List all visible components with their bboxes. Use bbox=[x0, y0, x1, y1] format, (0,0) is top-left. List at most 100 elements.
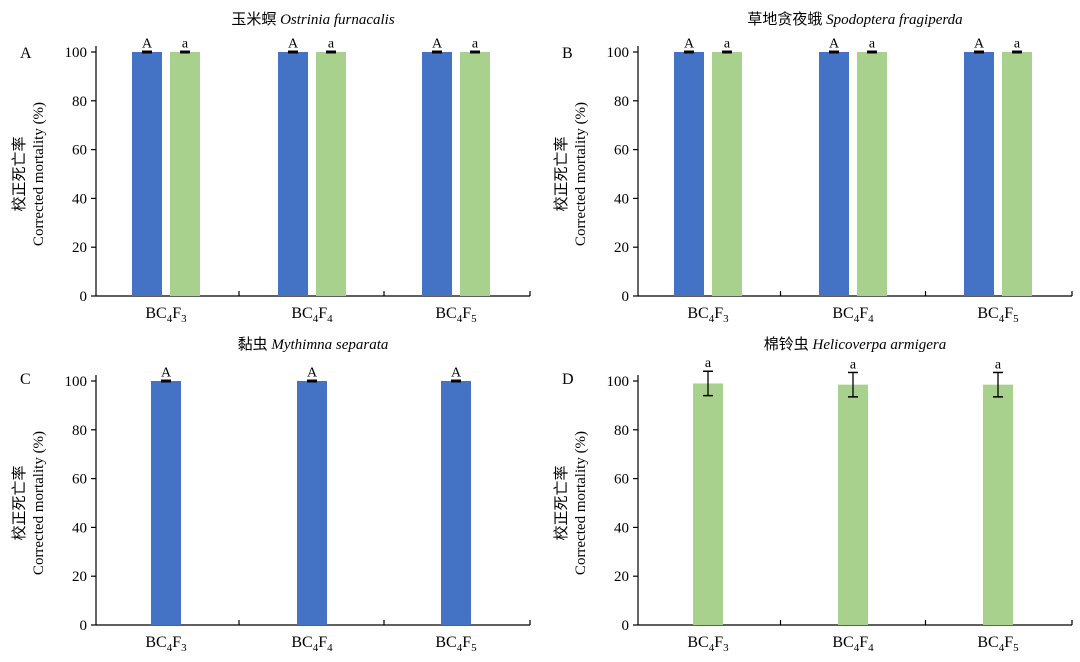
x-tick-label-mid: F bbox=[318, 634, 327, 651]
bar bbox=[838, 384, 868, 625]
bar bbox=[819, 52, 849, 296]
y-tick-label: 100 bbox=[607, 374, 630, 390]
y-axis-label-en: Corrected mortality (%) bbox=[573, 102, 589, 246]
x-tick-label-sub: 4 bbox=[457, 642, 463, 654]
x-tick-label: BC4F3 bbox=[145, 305, 187, 325]
panel-title-latin: Helicoverpa armigera bbox=[812, 337, 947, 353]
bar bbox=[132, 52, 162, 296]
y-tick-label: 60 bbox=[614, 143, 629, 159]
bar bbox=[693, 383, 723, 625]
x-tick-label: BC4F5 bbox=[977, 305, 1019, 325]
significance-label: a bbox=[472, 36, 479, 51]
bar bbox=[1002, 52, 1032, 296]
y-tick-label: 40 bbox=[614, 520, 629, 536]
x-tick-label-mid: F bbox=[859, 634, 868, 651]
x-tick-label-base: BC bbox=[291, 634, 312, 651]
x-tick-label-mid: F bbox=[1004, 305, 1013, 322]
x-tick-label-sub: 4 bbox=[854, 642, 860, 654]
y-axis-label-cn: 校正死亡率 bbox=[553, 465, 570, 540]
panel-title-latin: Spodoptera fragiperda bbox=[826, 12, 963, 28]
x-tick-label-sub: 4 bbox=[167, 642, 173, 654]
x-tick-label-sub: 4 bbox=[313, 313, 319, 325]
x-tick-label-base: BC bbox=[832, 634, 853, 651]
significance-label: a bbox=[328, 36, 335, 51]
y-tick-label: 60 bbox=[72, 472, 87, 488]
x-tick-label-base: BC bbox=[291, 305, 312, 322]
x-tick-label-sub: 5 bbox=[471, 313, 477, 325]
significance-label: a bbox=[182, 36, 189, 51]
y-tick-label: 100 bbox=[607, 45, 630, 61]
x-tick-label-base: BC bbox=[832, 305, 853, 322]
x-tick-label-base: BC bbox=[687, 634, 708, 651]
significance-label: A bbox=[684, 36, 695, 51]
y-axis-label-en: Corrected mortality (%) bbox=[31, 102, 47, 246]
panel-title-cn: 黏虫 bbox=[238, 336, 272, 353]
x-tick-label-base: BC bbox=[687, 305, 708, 322]
x-tick-label: BC4F4 bbox=[291, 634, 333, 654]
y-tick-label: 0 bbox=[622, 289, 630, 305]
significance-label: A bbox=[974, 36, 985, 51]
panel-letter: C bbox=[20, 371, 31, 388]
y-axis-label-cn: 校正死亡率 bbox=[11, 136, 28, 211]
y-axis-label-en: Corrected mortality (%) bbox=[573, 431, 589, 575]
x-tick-label-base: BC bbox=[977, 305, 998, 322]
significance-label: a bbox=[869, 36, 876, 51]
y-tick-label: 80 bbox=[72, 94, 87, 110]
x-tick-label-base: BC bbox=[145, 305, 166, 322]
significance-label: a bbox=[995, 357, 1002, 372]
panel-title-cn: 棉铃虫 bbox=[764, 336, 813, 353]
x-tick-label: BC4F5 bbox=[977, 634, 1019, 654]
x-tick-label: BC4F3 bbox=[145, 634, 187, 654]
panel-title-latin: Mythimna separata bbox=[270, 337, 388, 353]
y-tick-label: 60 bbox=[614, 472, 629, 488]
x-tick-label-mid: F bbox=[318, 305, 327, 322]
y-tick-label: 100 bbox=[65, 374, 88, 390]
bar bbox=[441, 381, 471, 625]
x-tick-label-mid: F bbox=[714, 305, 723, 322]
x-tick-label-mid: F bbox=[859, 305, 868, 322]
panel-letter: B bbox=[562, 45, 573, 62]
x-tick-label-sub: 3 bbox=[181, 642, 187, 654]
bar bbox=[151, 381, 181, 625]
bar bbox=[316, 52, 346, 296]
bar bbox=[297, 381, 327, 625]
y-tick-label: 0 bbox=[80, 289, 88, 305]
x-tick-label-base: BC bbox=[145, 634, 166, 651]
significance-label: a bbox=[724, 36, 731, 51]
x-tick-label-base: BC bbox=[435, 634, 456, 651]
x-tick-label-sub: 4 bbox=[709, 313, 715, 325]
x-tick-label-sub: 5 bbox=[1013, 642, 1019, 654]
x-tick-label-sub: 4 bbox=[868, 313, 874, 325]
y-axis-label-en: Corrected mortality (%) bbox=[31, 431, 47, 575]
y-axis-label-cn: 校正死亡率 bbox=[11, 465, 28, 540]
chart-panel-B: B 草地贪夜蛾 Spodoptera fragiperda 校正死亡率 Correct… bbox=[553, 11, 1073, 325]
y-tick-label: 80 bbox=[72, 423, 87, 439]
panel-title-latin: Ostrinia furnacalis bbox=[280, 12, 395, 28]
panel-title-cn: 玉米螟 bbox=[231, 11, 280, 28]
x-tick-label-sub: 5 bbox=[1013, 313, 1019, 325]
significance-label: A bbox=[161, 365, 172, 380]
significance-label: A bbox=[432, 36, 443, 51]
y-axis-label-cn: 校正死亡率 bbox=[553, 136, 570, 211]
y-tick-label: 80 bbox=[614, 94, 629, 110]
chart-panel-D: D 棉铃虫 Helicoverpa armigera 校正死亡率 Corrected … bbox=[553, 336, 1073, 654]
significance-label: a bbox=[705, 356, 712, 371]
x-tick-label-sub: 4 bbox=[313, 642, 319, 654]
bar bbox=[460, 52, 490, 296]
x-tick-label: BC4F4 bbox=[832, 634, 874, 654]
y-tick-label: 40 bbox=[72, 191, 87, 207]
x-tick-label-mid: F bbox=[1004, 634, 1013, 651]
bar bbox=[674, 52, 704, 296]
significance-label: A bbox=[288, 36, 299, 51]
x-tick-label-sub: 3 bbox=[723, 313, 729, 325]
panel-title-cn: 草地贪夜蛾 bbox=[747, 11, 826, 28]
panel-letter: D bbox=[562, 371, 574, 388]
y-tick-label: 80 bbox=[614, 423, 629, 439]
x-tick-label-mid: F bbox=[462, 305, 471, 322]
bar bbox=[983, 384, 1013, 625]
panel-title: 黏虫 Mythimna separata bbox=[238, 336, 389, 353]
x-tick-label-sub: 4 bbox=[999, 642, 1005, 654]
y-tick-label: 0 bbox=[622, 618, 630, 634]
y-tick-label: 20 bbox=[72, 240, 87, 256]
